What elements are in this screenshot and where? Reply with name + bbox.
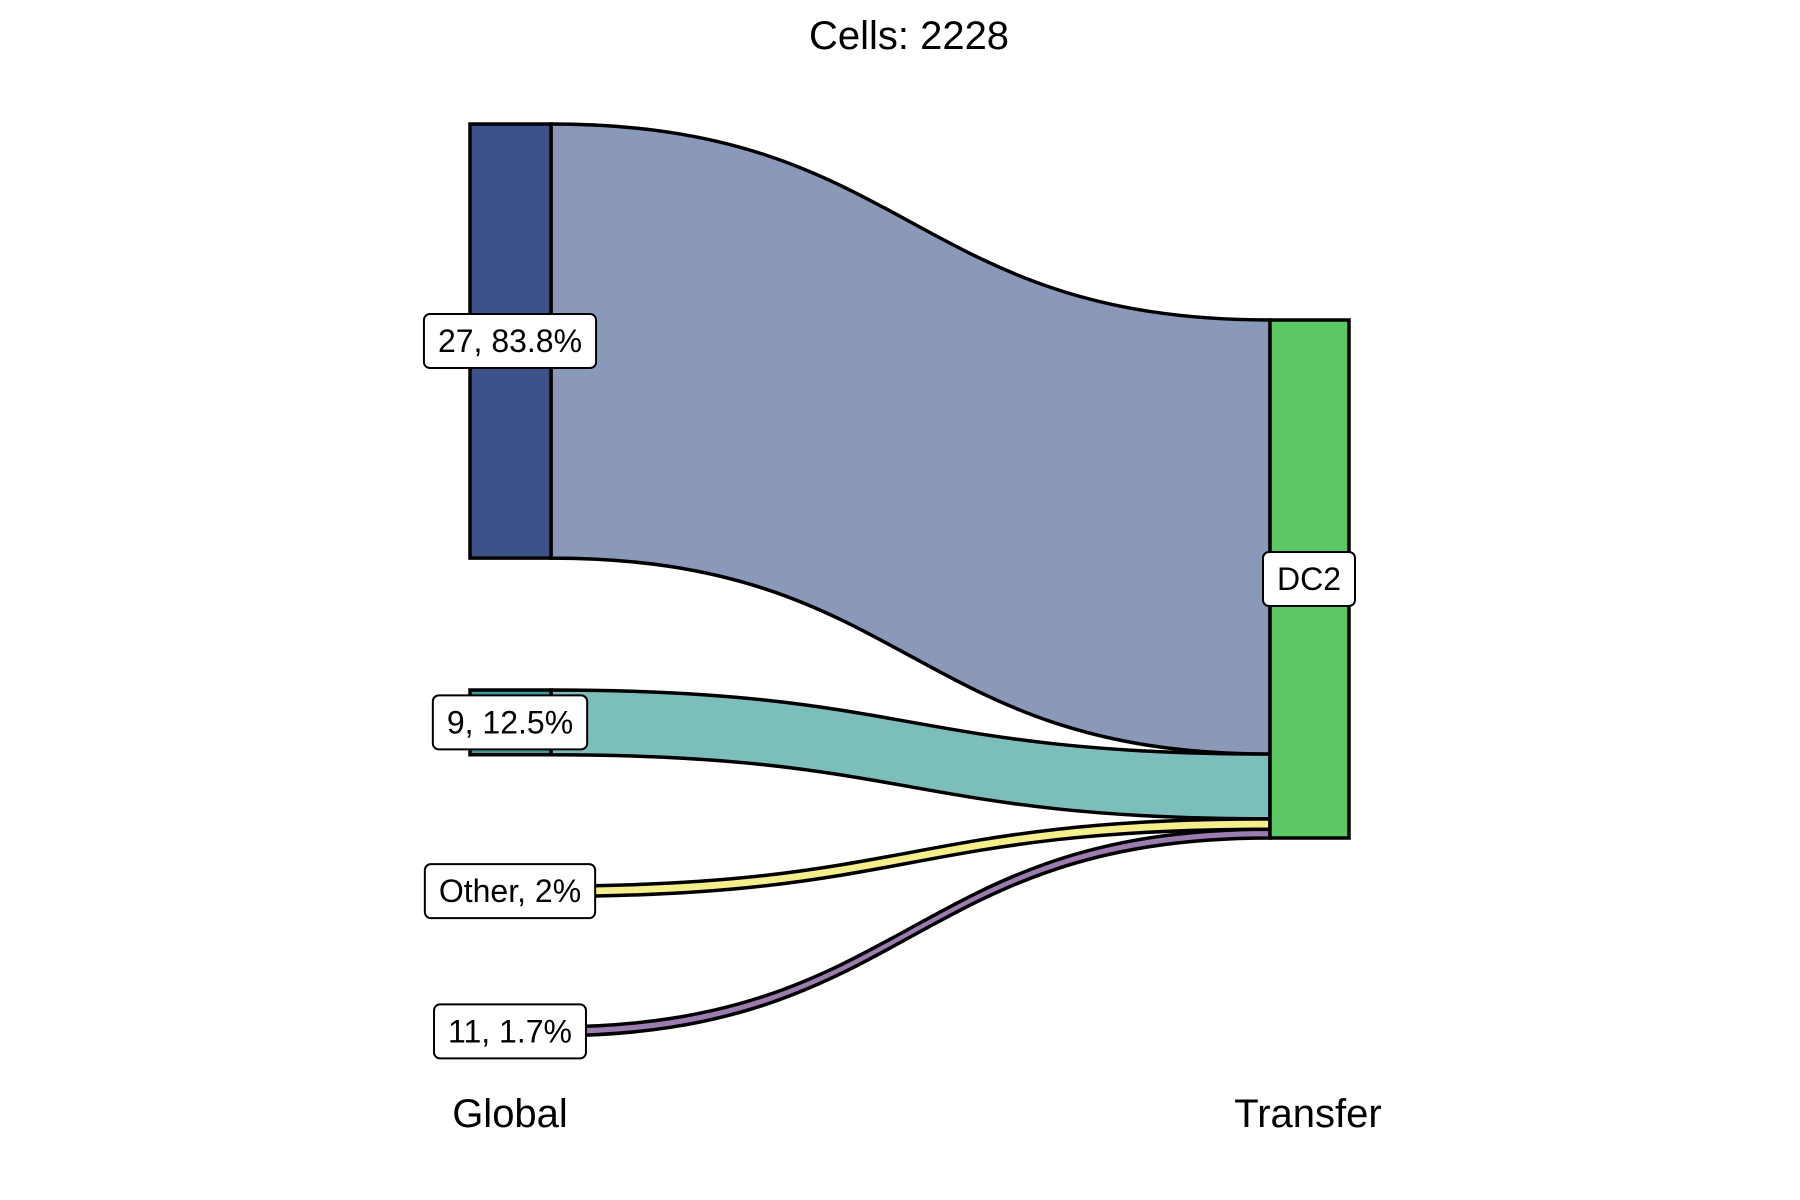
- source-label-27: 27, 83.8%: [422, 313, 598, 370]
- source-label-9-text: 9, 12.5%: [447, 704, 573, 740]
- source-label-other-text: Other, 2%: [439, 873, 581, 909]
- chart-title: Cells: 2228: [809, 14, 1009, 58]
- source-label-11-text: 11, 1.7%: [448, 1013, 572, 1049]
- axis-label-transfer: Transfer: [1234, 1092, 1381, 1136]
- source-label-27-box: [422, 313, 598, 370]
- source-label-9-box: [431, 694, 589, 751]
- source-label-11: 11, 1.7%: [433, 1003, 587, 1060]
- source-label-11-box: [433, 1003, 587, 1060]
- labels-layer: 27, 83.8% 9, 12.5% Other, 2% 11, 1.7% DC2: [422, 313, 1357, 1060]
- flow-other-to-dc2: [549, 817, 1272, 899]
- target-label-dc2: DC2: [1261, 551, 1357, 607]
- flows-layer: [549, 122, 1272, 1038]
- axis-label-global: Global: [452, 1092, 568, 1136]
- target-label-dc2-text: DC2: [1277, 561, 1341, 597]
- source-label-other-box: [423, 863, 597, 920]
- flow-27-to-dc2: [549, 122, 1272, 756]
- source-label-9: 9, 12.5%: [431, 694, 589, 751]
- source-label-27-text: 27, 83.8%: [438, 323, 582, 359]
- target-label-dc2-box: [1261, 551, 1357, 607]
- source-label-other: Other, 2%: [423, 863, 597, 920]
